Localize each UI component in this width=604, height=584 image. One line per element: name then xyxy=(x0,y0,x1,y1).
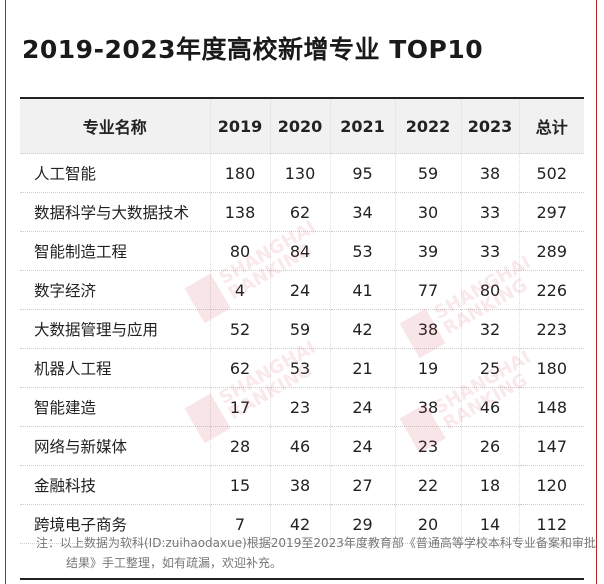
total-cell: 226 xyxy=(518,270,584,310)
value-cell: 15 xyxy=(209,465,270,505)
column-header: 2023 xyxy=(460,98,519,154)
value-cell: 59 xyxy=(394,153,461,193)
total-cell: 289 xyxy=(518,231,584,271)
total-cell: 502 xyxy=(518,153,584,193)
value-cell: 24 xyxy=(269,270,330,310)
value-cell: 19 xyxy=(394,348,461,388)
column-header: 2019 xyxy=(209,98,270,154)
value-cell: 38 xyxy=(460,153,519,193)
major-name-cell: 金融科技 xyxy=(20,465,210,505)
table-row: 人工智能 180 130 95 59 38 502 xyxy=(20,153,584,193)
value-cell: 30 xyxy=(394,192,461,232)
column-header: 总计 xyxy=(518,98,584,154)
value-cell: 24 xyxy=(329,426,395,466)
table-header-row: 专业名称 2019 2020 2021 2022 2023 总计 xyxy=(20,98,584,154)
major-name-cell: 人工智能 xyxy=(20,153,210,193)
value-cell: 42 xyxy=(329,309,395,349)
value-cell: 28 xyxy=(209,426,270,466)
value-cell: 84 xyxy=(269,231,330,271)
value-cell: 52 xyxy=(209,309,270,349)
value-cell: 41 xyxy=(329,270,395,310)
total-cell: 180 xyxy=(518,348,584,388)
value-cell: 18 xyxy=(460,465,519,505)
table-row: 大数据管理与应用 52 59 42 38 32 223 xyxy=(20,309,584,349)
table-row: 智能制造工程 80 84 53 39 33 289 xyxy=(20,231,584,271)
value-cell: 25 xyxy=(460,348,519,388)
table-row: 机器人工程 62 53 21 19 25 180 xyxy=(20,348,584,388)
major-name-cell: 数据科学与大数据技术 xyxy=(20,192,210,232)
table-row: 金融科技 15 38 27 22 18 120 xyxy=(20,465,584,505)
value-cell: 80 xyxy=(209,231,270,271)
value-cell: 95 xyxy=(329,153,395,193)
value-cell: 38 xyxy=(394,387,461,427)
value-cell: 77 xyxy=(394,270,461,310)
value-cell: 46 xyxy=(269,426,330,466)
total-cell: 120 xyxy=(518,465,584,505)
value-cell: 53 xyxy=(329,231,395,271)
value-cell: 46 xyxy=(460,387,519,427)
value-cell: 34 xyxy=(329,192,395,232)
value-cell: 26 xyxy=(460,426,519,466)
frame-border xyxy=(5,0,597,584)
value-cell: 180 xyxy=(209,153,270,193)
table-row: 数字经济 4 24 41 77 80 226 xyxy=(20,270,584,310)
value-cell: 80 xyxy=(460,270,519,310)
total-cell: 112 xyxy=(518,504,584,544)
value-cell: 138 xyxy=(209,192,270,232)
major-name-cell: 数字经济 xyxy=(20,270,210,310)
page-title: 2019-2023年度高校新增专业 TOP10 xyxy=(22,35,484,64)
value-cell: 23 xyxy=(269,387,330,427)
table-row: 网络与新媒体 28 46 24 23 26 147 xyxy=(20,426,584,466)
table-row: 跨境电子商务 7 42 29 20 14 112 xyxy=(20,504,584,544)
column-header: 2021 xyxy=(329,98,395,154)
total-cell: 223 xyxy=(518,309,584,349)
major-name-cell: 网络与新媒体 xyxy=(20,426,210,466)
major-name-cell: 大数据管理与应用 xyxy=(20,309,210,349)
value-cell: 27 xyxy=(329,465,395,505)
value-cell: 39 xyxy=(394,231,461,271)
total-cell: 147 xyxy=(518,426,584,466)
value-cell: 53 xyxy=(269,348,330,388)
footnote: 注：以上数据为软科(ID:zuihaodaxue)根据2019至2023年度教育… xyxy=(36,536,596,570)
value-cell: 32 xyxy=(460,309,519,349)
value-cell: 33 xyxy=(460,192,519,232)
major-name-cell: 机器人工程 xyxy=(20,348,210,388)
data-table: 专业名称 2019 2020 2021 2022 2023 总计 人工智能 180 130 95 5… xyxy=(20,97,584,544)
value-cell: 17 xyxy=(209,387,270,427)
total-cell: 148 xyxy=(518,387,584,427)
table-row: 数据科学与大数据技术 138 62 34 30 33 297 xyxy=(20,192,584,232)
total-cell: 297 xyxy=(518,192,584,232)
value-cell: 14 xyxy=(460,504,519,544)
value-cell: 42 xyxy=(269,504,330,544)
value-cell: 33 xyxy=(460,231,519,271)
value-cell: 24 xyxy=(329,387,395,427)
value-cell: 23 xyxy=(394,426,461,466)
value-cell: 20 xyxy=(394,504,461,544)
value-cell: 62 xyxy=(209,348,270,388)
value-cell: 29 xyxy=(329,504,395,544)
table-row: 智能建造 17 23 24 38 46 148 xyxy=(20,387,584,427)
value-cell: 7 xyxy=(209,504,270,544)
major-name-cell: 智能制造工程 xyxy=(20,231,210,271)
value-cell: 38 xyxy=(269,465,330,505)
bottom-divider xyxy=(20,578,584,580)
value-cell: 21 xyxy=(329,348,395,388)
value-cell: 22 xyxy=(394,465,461,505)
column-header: 专业名称 xyxy=(20,98,210,154)
column-header: 2020 xyxy=(269,98,330,154)
value-cell: 59 xyxy=(269,309,330,349)
value-cell: 4 xyxy=(209,270,270,310)
value-cell: 62 xyxy=(269,192,330,232)
major-name-cell: 跨境电子商务 xyxy=(20,504,210,544)
value-cell: 130 xyxy=(269,153,330,193)
value-cell: 38 xyxy=(394,309,461,349)
column-header: 2022 xyxy=(394,98,461,154)
major-name-cell: 智能建造 xyxy=(20,387,210,427)
